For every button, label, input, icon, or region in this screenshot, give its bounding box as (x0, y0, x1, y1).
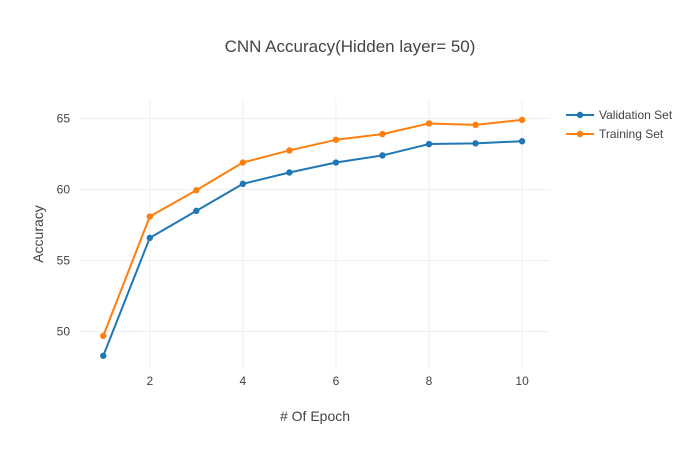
data-point[interactable] (518, 116, 526, 124)
chart-title: CNN Accuracy(Hidden layer= 50) (225, 37, 476, 56)
legend-label: Validation Set (599, 108, 673, 122)
data-point[interactable] (425, 120, 433, 127)
data-point[interactable] (146, 234, 154, 242)
data-point[interactable] (239, 159, 247, 166)
y-tick-label: 65 (57, 111, 71, 125)
legend[interactable]: Validation Set Training Set (566, 108, 673, 141)
data-point[interactable] (332, 159, 340, 166)
y-axis: 50 55 60 65 (57, 111, 71, 338)
data-point[interactable] (332, 136, 340, 143)
x-tick-label: 8 (426, 374, 433, 388)
data-point[interactable] (518, 138, 526, 145)
data-point[interactable] (100, 352, 107, 359)
legend-item[interactable]: Validation Set (566, 108, 673, 122)
data-point[interactable] (146, 213, 154, 220)
data-point[interactable] (472, 121, 479, 129)
data-point[interactable] (193, 207, 200, 215)
data-point[interactable] (379, 130, 386, 138)
y-axis-title: Accuracy (30, 205, 46, 263)
x-tick-label: 6 (333, 374, 340, 388)
data-point[interactable] (286, 169, 293, 176)
data-point[interactable] (379, 152, 386, 159)
x-axis: 2 4 6 8 10 (146, 374, 529, 388)
legend-item[interactable]: Training Set (566, 127, 664, 141)
y-tick-label: 50 (57, 325, 71, 339)
series-line (102, 140, 523, 357)
data-point[interactable] (100, 332, 107, 340)
data-point[interactable] (425, 140, 433, 148)
data-point[interactable] (286, 147, 293, 154)
plot-area (100, 116, 526, 359)
series-1 (100, 116, 526, 340)
legend-swatch-marker (576, 130, 584, 138)
data-point[interactable] (472, 140, 479, 147)
data-point[interactable] (193, 187, 200, 194)
legend-label: Training Set (599, 127, 664, 141)
legend-swatch-marker (576, 111, 584, 119)
x-tick-label: 10 (515, 374, 529, 388)
y-tick-label: 60 (57, 183, 71, 197)
x-tick-label: 2 (146, 374, 153, 388)
data-point[interactable] (239, 180, 247, 188)
y-tick-label: 55 (57, 254, 71, 268)
x-tick-label: 4 (240, 374, 247, 388)
series-line (102, 118, 523, 337)
series-0 (100, 138, 526, 359)
x-axis-title: # Of Epoch (280, 408, 350, 424)
